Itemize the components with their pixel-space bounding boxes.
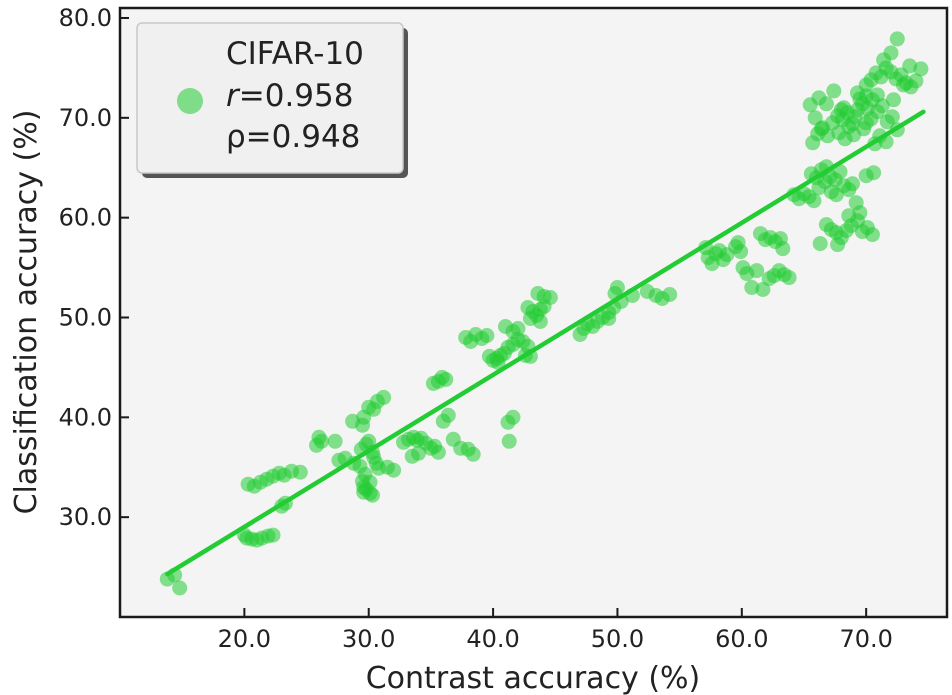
data-point <box>411 445 426 461</box>
data-point <box>848 195 864 211</box>
data-point <box>292 464 308 480</box>
x-tick-label: 40.0 <box>466 625 519 653</box>
data-point <box>265 527 281 543</box>
data-point <box>775 241 791 257</box>
legend-marker <box>177 88 203 114</box>
x-tick-label: 20.0 <box>218 625 271 653</box>
data-point <box>847 109 863 125</box>
data-point <box>362 474 378 490</box>
data-point <box>828 187 844 203</box>
data-point <box>662 287 678 302</box>
data-point <box>532 314 548 329</box>
data-point <box>830 237 846 253</box>
y-tick-label: 70.0 <box>59 104 112 132</box>
data-point <box>902 58 918 74</box>
x-tick-label: 70.0 <box>839 625 892 653</box>
data-point <box>841 208 857 224</box>
x-tick-label: 50.0 <box>591 625 644 653</box>
y-tick-label: 60.0 <box>59 204 112 232</box>
legend-box <box>136 22 404 174</box>
data-point <box>818 96 834 112</box>
data-point <box>864 227 880 243</box>
data-point <box>883 45 899 61</box>
data-point <box>744 280 760 295</box>
data-point <box>505 409 521 425</box>
x-tick-label: 30.0 <box>342 625 395 653</box>
data-point <box>755 282 771 297</box>
plot-frame <box>118 6 949 619</box>
regression-line <box>165 109 926 577</box>
data-point <box>435 413 451 429</box>
data-point <box>510 321 526 336</box>
points-layer <box>159 31 929 596</box>
legend-spearman: ρ=0.948 <box>226 119 360 155</box>
legend-pearson-symbol: r <box>226 78 241 114</box>
data-point <box>749 263 765 279</box>
data-point <box>886 92 901 108</box>
data-point <box>430 444 446 460</box>
y-tick-label: 80.0 <box>59 4 112 32</box>
data-point <box>858 168 874 184</box>
data-point <box>845 176 860 192</box>
data-point <box>609 280 625 295</box>
data-point <box>542 290 558 305</box>
x-tick-label: 60.0 <box>715 625 768 653</box>
data-point <box>833 102 849 118</box>
data-point <box>172 580 188 596</box>
data-point <box>386 462 402 478</box>
data-point <box>479 328 495 343</box>
x-axis-title: Contrast accuracy (%) <box>366 661 701 695</box>
data-point <box>311 429 327 445</box>
data-point <box>327 433 343 449</box>
data-point <box>730 235 746 251</box>
legend: CIFAR-10 r=0.958 ρ=0.948 <box>136 22 408 178</box>
data-point <box>908 73 924 89</box>
legend-pearson-value: =0.958 <box>239 78 354 114</box>
data-point <box>884 109 900 125</box>
data-point <box>601 311 617 326</box>
data-point <box>812 236 828 252</box>
data-point <box>856 121 872 137</box>
y-tick-label: 50.0 <box>59 303 112 331</box>
data-point <box>837 131 853 147</box>
data-point <box>869 87 885 103</box>
legend-series-name: CIFAR-10 <box>226 36 364 72</box>
data-point <box>806 193 822 209</box>
legend-pearson: r=0.958 <box>226 78 353 114</box>
data-point <box>438 371 454 387</box>
data-point <box>781 270 797 286</box>
ticks-layer: 20.0 30.0 40.0 50.0 60.0 70.0 30.0 40.0 50.0 60.0… <box>59 4 893 653</box>
data-point <box>826 83 842 99</box>
data-point <box>896 77 911 93</box>
data-point <box>490 354 506 370</box>
data-point <box>889 31 905 47</box>
data-point <box>832 164 848 180</box>
y-axis-title: Classification accuracy (%) <box>9 110 44 515</box>
data-point <box>376 389 392 405</box>
y-tick-label: 40.0 <box>59 403 112 431</box>
data-point <box>465 446 481 462</box>
data-point <box>813 121 829 137</box>
data-point <box>501 433 517 449</box>
y-tick-label: 30.0 <box>59 503 112 531</box>
data-point <box>807 110 823 126</box>
